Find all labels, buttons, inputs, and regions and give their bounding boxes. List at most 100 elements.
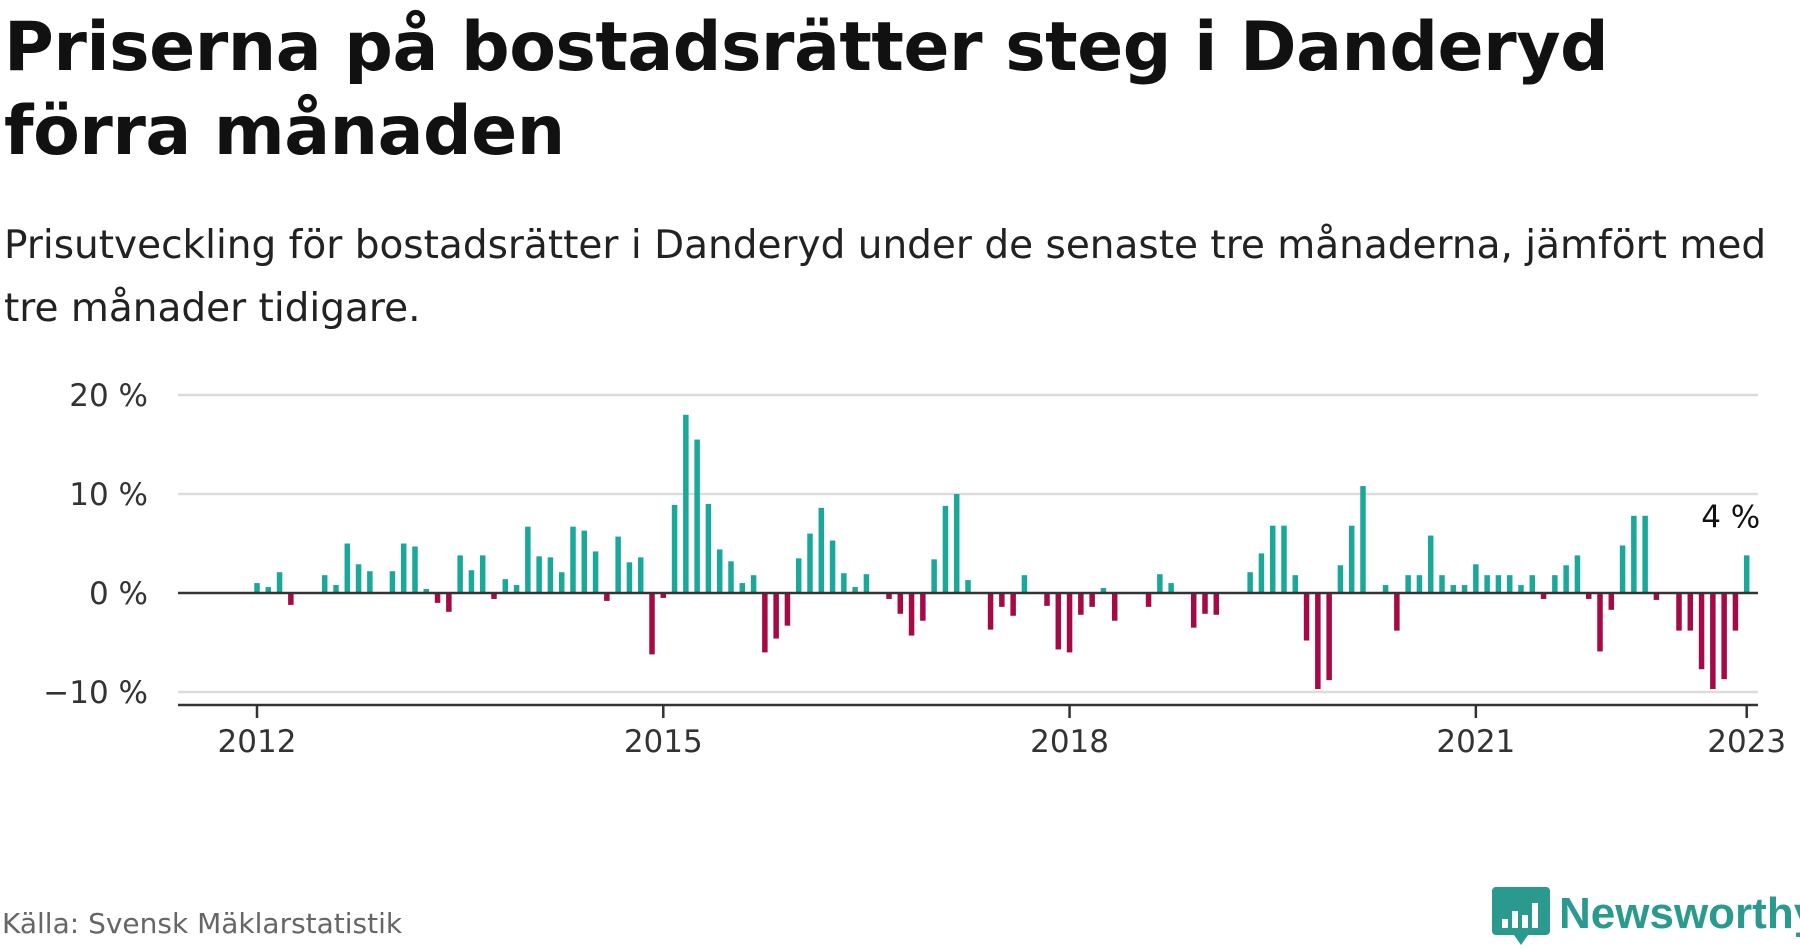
bar (1710, 593, 1716, 690)
bar (1405, 575, 1411, 593)
bar (389, 571, 396, 593)
bar (660, 593, 667, 598)
bar (1540, 593, 1547, 599)
bar (581, 530, 588, 593)
bar (999, 593, 1005, 607)
bar (1473, 564, 1479, 593)
bar (1348, 525, 1355, 593)
bar (1529, 575, 1536, 593)
bar (1111, 593, 1118, 621)
bar (795, 558, 802, 593)
bar (1721, 593, 1727, 680)
bar (254, 583, 260, 593)
bar (1619, 545, 1626, 593)
bar (1281, 525, 1287, 593)
bar (615, 536, 621, 593)
bar (1021, 575, 1028, 593)
x-tick-label: 2023 (1707, 724, 1786, 760)
y-axis-ticks: 20 % 10 % 0 % −10 % (43, 378, 148, 711)
bar (1495, 575, 1502, 593)
bar (1292, 575, 1299, 593)
grid-lines (178, 393, 1758, 694)
bar (1145, 593, 1152, 607)
bar (863, 574, 870, 593)
bar (1044, 593, 1050, 606)
bar (1360, 486, 1366, 593)
bar (288, 593, 294, 605)
bar (762, 593, 768, 653)
bar (1518, 585, 1524, 593)
bar (1010, 593, 1016, 616)
axes (178, 591, 1758, 707)
bar (953, 494, 960, 593)
bar (1484, 575, 1490, 593)
bar (1552, 575, 1558, 593)
bar (592, 551, 599, 593)
bar (626, 562, 633, 593)
bar (841, 573, 847, 593)
bar (321, 575, 328, 593)
bar (1732, 593, 1739, 631)
bar (1202, 593, 1208, 614)
bar (1303, 593, 1310, 641)
bar (728, 561, 734, 593)
bar (1698, 593, 1705, 670)
bar (1190, 593, 1197, 628)
bar (400, 543, 407, 593)
bar (931, 559, 937, 593)
y-tick-label: 0 % (89, 576, 148, 612)
bar (355, 564, 362, 593)
x-tick-label: 2021 (1436, 724, 1515, 760)
bar (1506, 575, 1513, 593)
bar (1066, 593, 1073, 653)
bar (525, 526, 531, 593)
bar (1585, 593, 1592, 599)
bar (1563, 565, 1569, 593)
bar (897, 593, 904, 614)
bar (1439, 575, 1445, 593)
bar (987, 593, 994, 630)
bar (705, 503, 712, 593)
bar (457, 555, 463, 593)
brand-name: Newsworthy (1559, 889, 1800, 938)
bar (333, 585, 339, 593)
bar (1597, 593, 1603, 652)
bar (1631, 515, 1637, 593)
latest-value-label: 4 % (1701, 499, 1760, 535)
bar (604, 593, 610, 601)
bar (536, 556, 542, 593)
y-tick-label: 20 % (69, 378, 148, 414)
bar (1247, 572, 1253, 593)
bar (1461, 585, 1468, 593)
bar (807, 533, 813, 593)
bar (773, 593, 779, 639)
chart-title: Priserna på bostadsrätter steg i Dandery… (4, 8, 1609, 171)
newsworthy-logo-icon (1492, 887, 1550, 945)
bar (570, 526, 576, 593)
bar (1743, 555, 1750, 593)
bar (265, 587, 272, 593)
x-tick-label: 2015 (624, 724, 703, 760)
bar (502, 579, 509, 593)
bar (412, 546, 418, 593)
bar (694, 439, 700, 593)
bar (513, 585, 520, 593)
bar (1078, 593, 1084, 615)
bar (908, 593, 915, 636)
bar (829, 540, 836, 593)
bar (716, 549, 723, 593)
bar (491, 593, 497, 599)
chart-subtitle: Prisutveckling för bostadsrätter i Dande… (4, 223, 1767, 331)
bar (1427, 535, 1434, 593)
y-tick-label: 10 % (69, 477, 148, 513)
bar (1089, 593, 1095, 607)
bar (1337, 565, 1344, 593)
bar (818, 507, 825, 593)
bar (750, 575, 757, 593)
bar (1258, 553, 1265, 593)
x-tick-label: 2018 (1030, 724, 1109, 760)
bar (1382, 585, 1389, 593)
bar (1687, 593, 1694, 631)
bar (1394, 593, 1400, 631)
bar (276, 572, 283, 593)
